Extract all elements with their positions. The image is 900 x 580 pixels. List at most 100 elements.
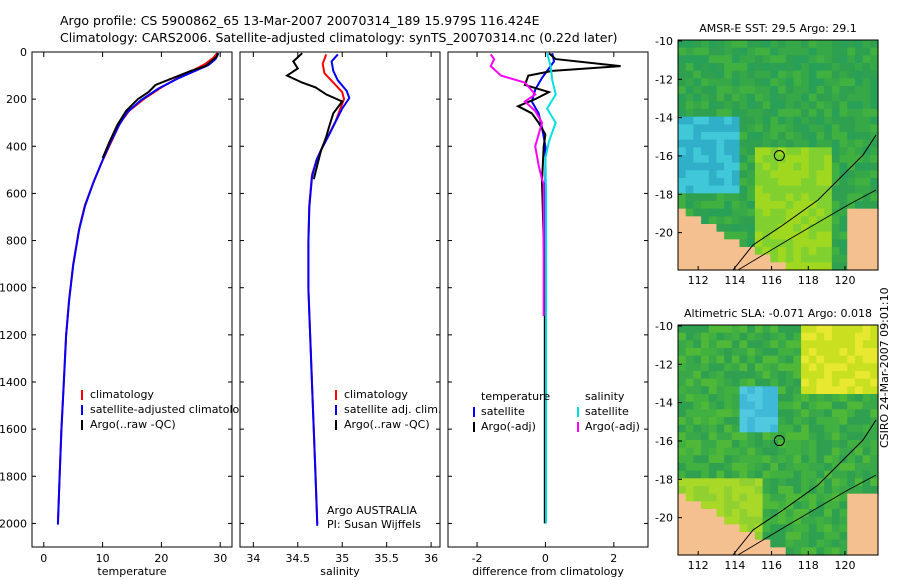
sst_map-cell [754, 162, 764, 171]
sst_map-cell [701, 224, 710, 233]
sst_map-cell [708, 262, 718, 271]
sla_map-cell [739, 371, 748, 380]
sla_map-cell [816, 463, 825, 472]
sla_map-cell [847, 478, 856, 487]
sst_map-cell [778, 55, 787, 64]
sla_map-cell [870, 325, 879, 334]
sla_map-cell [731, 532, 741, 541]
sla_map-cell [801, 340, 810, 349]
sla_map-cell [747, 401, 756, 410]
sst_map-cell [793, 70, 802, 79]
sst_map-cell [708, 132, 718, 141]
sst_map-cell [731, 70, 741, 79]
sla_map-cell [731, 493, 741, 502]
sst_map-cell [847, 231, 856, 240]
sla_map-cell [678, 509, 687, 518]
sla_map-cell [854, 386, 864, 395]
sla_map-cell [870, 493, 879, 502]
sla_map-cell [862, 509, 871, 518]
sla_map-cell [854, 509, 864, 518]
sst_map-cell [793, 86, 802, 95]
sla_map-cell [870, 332, 879, 341]
sla_map-cell [831, 501, 841, 510]
sla_map-cell [831, 386, 841, 395]
sst_map-cell [747, 109, 756, 118]
sla_map-cell [831, 409, 841, 418]
sla_map-cell [685, 424, 694, 433]
sst_map-cell [724, 70, 733, 79]
temperature-ytick-label: 1200 [0, 329, 27, 342]
temperature-series-line [101, 52, 219, 159]
sla_map-cell [754, 532, 764, 541]
sla_map-cell [701, 355, 710, 364]
sst_map-cell [724, 239, 733, 248]
sla_map-cell [831, 363, 841, 372]
sla_map-cell [693, 417, 702, 426]
sla_map-cell [778, 470, 787, 479]
sst_map-cell [708, 116, 718, 125]
sst_map-cell [870, 170, 879, 179]
sst_map-cell [701, 63, 710, 72]
sst_map-cell [754, 47, 764, 56]
sst_map-cell [778, 247, 787, 256]
sla_map-cell [793, 432, 802, 441]
sst_map-cell [762, 40, 771, 49]
sla_map-cell [762, 401, 771, 410]
sst_map-cell [754, 93, 764, 102]
sla_map-cell [770, 348, 779, 357]
sla_map-cell [831, 447, 841, 456]
sst_map-cell [708, 47, 718, 56]
sla_map-xtick-label: 116 [761, 559, 782, 572]
sla_map-cell [731, 424, 741, 433]
sst_map-cell [693, 178, 702, 187]
sla_map-cell [839, 348, 848, 357]
sst_map-cell [678, 124, 687, 133]
temperature-xtick-label: 10 [96, 552, 110, 565]
sst_map-cell [708, 101, 718, 110]
sla_map-cell [731, 455, 741, 464]
sla_map-cell [731, 470, 741, 479]
sla_map-cell [731, 332, 741, 341]
sla_map-cell [716, 371, 725, 380]
sla_map-cell [739, 325, 748, 334]
sla_map-cell [770, 401, 779, 410]
sla_map-cell [870, 401, 879, 410]
difference-axes-box [447, 51, 649, 548]
sst_map-cell [724, 116, 733, 125]
sst_map-cell [754, 185, 764, 194]
sla_map-cell [716, 401, 725, 410]
sst_map-cell [801, 78, 810, 87]
sst_map-cell [862, 78, 871, 87]
sla_map-cell [862, 386, 871, 395]
difference-legend-label: satellite [481, 405, 525, 418]
sst_map-cell [801, 201, 810, 210]
sla_map-cell [854, 401, 864, 410]
sst_map-cell [808, 78, 818, 87]
sst_map-cell [739, 193, 748, 202]
sst_map-cell [816, 162, 825, 171]
sst_map-cell [862, 201, 871, 210]
sla_map-cell [708, 463, 718, 472]
sst_map-cell [862, 208, 871, 217]
sla_map-cell [870, 516, 879, 525]
sla_map-cell [678, 424, 687, 433]
sst_map-cell [739, 132, 748, 141]
sla_map-cell [808, 447, 818, 456]
sla_map-cell [854, 409, 864, 418]
sst_map-cell [847, 101, 856, 110]
sla_map-cell [854, 325, 864, 334]
sla_map-cell [839, 409, 848, 418]
sst_map-cell [724, 178, 733, 187]
sst_map-cell [785, 262, 794, 271]
sst_map-cell [770, 155, 779, 164]
sst_map-cell [754, 124, 764, 133]
sla_map-cell [862, 363, 871, 372]
sla_map-cell [778, 516, 787, 525]
sst_map-cell [762, 208, 771, 217]
sla_map-cell [724, 470, 733, 479]
sst_map-cell [831, 208, 841, 217]
sla_map-cell [870, 539, 879, 548]
sst_map-cell [785, 178, 794, 187]
sst_map-cell [762, 116, 771, 125]
sst_map-cell [839, 47, 848, 56]
